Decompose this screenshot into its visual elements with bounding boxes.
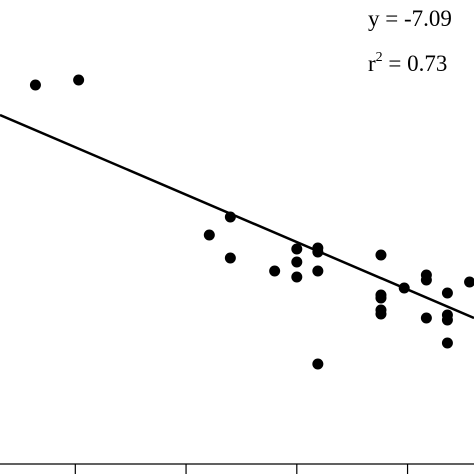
point bbox=[269, 265, 281, 277]
point bbox=[224, 252, 236, 264]
point bbox=[73, 74, 85, 86]
point bbox=[224, 211, 236, 223]
point bbox=[312, 265, 324, 277]
r-symbol: r bbox=[368, 51, 376, 76]
point bbox=[420, 312, 432, 324]
point bbox=[29, 79, 41, 91]
point bbox=[420, 274, 432, 286]
r-exponent: 2 bbox=[376, 50, 383, 65]
point bbox=[441, 337, 453, 349]
point bbox=[291, 271, 303, 283]
point bbox=[375, 292, 387, 304]
point bbox=[291, 256, 303, 268]
point bbox=[398, 282, 410, 294]
r-squared: r2 = 0.73 bbox=[368, 50, 447, 76]
point bbox=[464, 276, 474, 288]
point bbox=[312, 246, 324, 258]
trendline bbox=[0, 113, 474, 320]
point bbox=[291, 243, 303, 255]
equation: y = -7.09 bbox=[368, 6, 452, 31]
point bbox=[441, 287, 453, 299]
point bbox=[203, 229, 215, 241]
point bbox=[375, 249, 387, 261]
point bbox=[375, 308, 387, 320]
r-value: = 0.73 bbox=[383, 51, 448, 76]
point bbox=[441, 314, 453, 326]
point bbox=[312, 358, 324, 370]
